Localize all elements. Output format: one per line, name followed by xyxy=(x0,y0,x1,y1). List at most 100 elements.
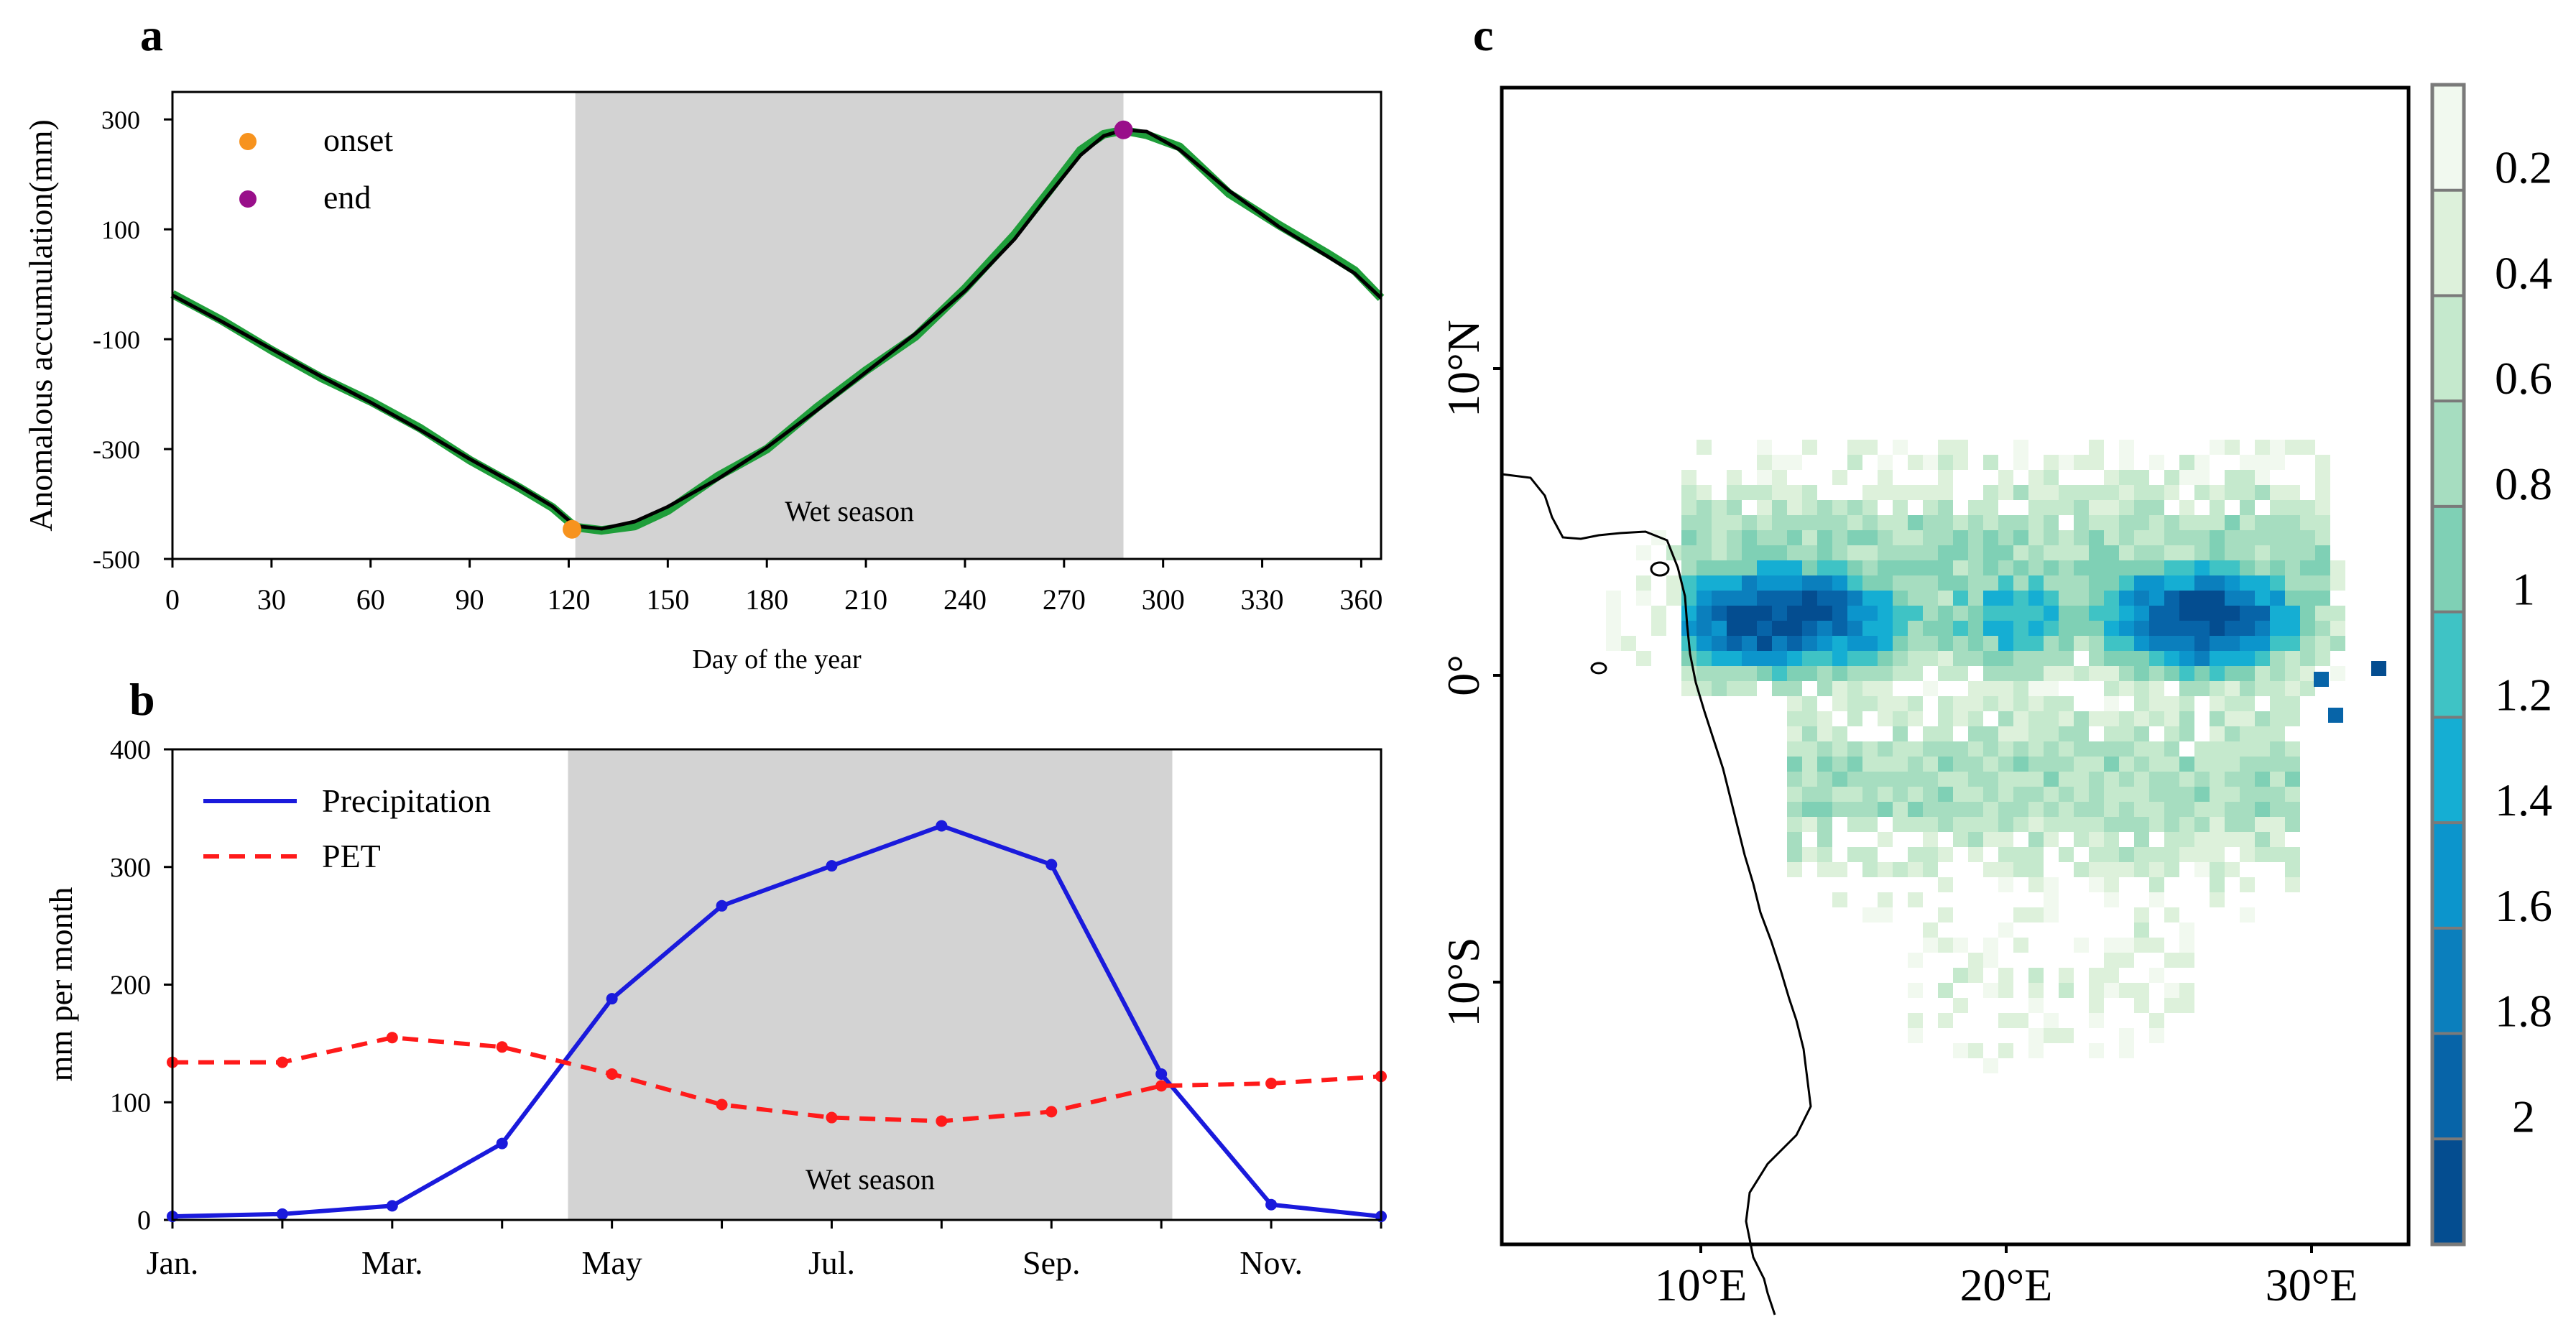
heatmap-cell xyxy=(2028,907,2044,922)
heatmap-cell xyxy=(1817,772,1832,787)
heatmap-cell xyxy=(2210,485,2225,500)
heatmap-cell xyxy=(1772,651,1787,666)
heatmap-cell xyxy=(1772,470,1787,485)
data-point-precipitation xyxy=(936,820,948,832)
heatmap-cell xyxy=(1953,606,1968,621)
heatmap-cell xyxy=(2044,877,2059,892)
heatmap-cell xyxy=(2270,515,2285,530)
heatmap-cell xyxy=(1696,575,1712,591)
heatmap-cell xyxy=(2028,772,2044,787)
heatmap-cell xyxy=(1651,606,1666,621)
heatmap-cell xyxy=(2089,832,2104,847)
heatmap-cell xyxy=(1923,938,1938,953)
heatmap-cell xyxy=(2104,591,2119,606)
data-point-pet xyxy=(716,1099,728,1111)
heatmap-cell xyxy=(1968,515,1983,530)
heatmap-cell xyxy=(2330,636,2345,651)
heatmap-cell xyxy=(2104,485,2119,500)
heatmap-cell xyxy=(1893,787,1908,802)
heatmap-cell xyxy=(1893,741,1908,757)
heatmap-cell xyxy=(2028,696,2044,711)
heatmap-cell xyxy=(1787,802,1802,817)
heatmap-cell xyxy=(1923,922,1938,938)
heatmap-cell xyxy=(1832,606,1847,621)
heatmap-cell xyxy=(1908,862,1923,877)
heatmap-cell xyxy=(2059,741,2074,757)
heatmap-cell xyxy=(1606,636,1621,651)
heatmap-cell xyxy=(2270,651,2285,666)
heatmap-cell xyxy=(2210,832,2225,847)
heatmap-cell xyxy=(2104,500,2119,515)
heatmap-cell xyxy=(1742,666,1757,681)
heatmap-cell xyxy=(2013,757,2028,772)
heatmap-cell xyxy=(2044,726,2059,741)
heatmap-cell xyxy=(1862,787,1878,802)
y-tick-label-a: -100 xyxy=(93,325,140,354)
heatmap-cell xyxy=(1878,575,1893,591)
colorbar-tick-label: 0.8 xyxy=(2495,458,2552,509)
heatmap-cell xyxy=(1696,666,1712,681)
heatmap-cell xyxy=(2104,606,2119,621)
heatmap-cell xyxy=(1878,621,1893,636)
heatmap-cell xyxy=(1953,591,1968,606)
series-line-pet xyxy=(172,1035,1382,1124)
heatmap-cell xyxy=(2225,741,2240,757)
heatmap-cell xyxy=(1923,560,1938,575)
heatmap-cell xyxy=(2270,606,2285,621)
heatmap-cell xyxy=(2134,681,2149,696)
heatmap-cell xyxy=(1953,560,1968,575)
colorbar-band xyxy=(2432,401,2464,507)
heatmap-cell xyxy=(2240,787,2255,802)
heatmap-cell xyxy=(1772,666,1787,681)
heatmap-cell xyxy=(2028,651,2044,666)
heatmap-cell xyxy=(1998,651,2013,666)
heatmap-cell xyxy=(1983,575,1998,591)
heatmap-cell xyxy=(2104,877,2119,892)
heatmap-cell xyxy=(2255,621,2270,636)
heatmap-cell xyxy=(2013,575,2028,591)
heatmap-cell xyxy=(2044,787,2059,802)
heatmap-cell xyxy=(1908,953,1923,968)
heatmap-cell xyxy=(2164,817,2179,832)
heatmap-cell xyxy=(2210,651,2225,666)
heatmap-cell xyxy=(2210,757,2225,772)
heatmap-cell xyxy=(2179,545,2194,560)
heatmap-cell xyxy=(2255,651,2270,666)
heatmap-cell xyxy=(2210,711,2225,726)
heatmap-cell xyxy=(1772,606,1787,621)
heatmap-cell xyxy=(2179,606,2194,621)
heatmap-cell xyxy=(2134,515,2149,530)
heatmap-cell xyxy=(2300,636,2315,651)
heatmap-cell xyxy=(1727,575,1742,591)
heatmap-cell xyxy=(1998,802,2013,817)
y-tick-label-b: 300 xyxy=(110,853,151,883)
heatmap-cell xyxy=(1953,440,1968,455)
heatmap-cell xyxy=(1832,545,1847,560)
heatmap-cell xyxy=(1757,591,1772,606)
heatmap-cell xyxy=(2194,847,2210,862)
heatmap-cell xyxy=(1893,545,1908,560)
heatmap-cell xyxy=(2164,606,2179,621)
heatmap-cell xyxy=(2044,741,2059,757)
heatmap-cell xyxy=(1742,575,1757,591)
heatmap-cell xyxy=(1757,470,1772,485)
heatmap-cell xyxy=(1606,606,1621,621)
heatmap-cell xyxy=(2149,757,2164,772)
heatmap-cell xyxy=(1893,440,1908,455)
heatmap-cell xyxy=(2134,862,2149,877)
heatmap-cell xyxy=(1938,938,1953,953)
heatmap-cell xyxy=(2315,500,2330,515)
heatmap-cell xyxy=(2315,560,2330,575)
heatmap-cell xyxy=(2149,772,2164,787)
heatmap-cell xyxy=(2119,455,2134,470)
heatmap-cell xyxy=(1712,530,1727,545)
heatmap-cell xyxy=(2225,636,2240,651)
heatmap-cell xyxy=(1636,591,1651,606)
y-tick-label-b: 200 xyxy=(110,971,151,1001)
heatmap-cell xyxy=(1923,757,1938,772)
heatmap-cell xyxy=(2028,485,2044,500)
heatmap-cell xyxy=(1787,862,1802,877)
heatmap-cell xyxy=(2300,681,2315,696)
heatmap-cell xyxy=(1847,545,1862,560)
heatmap-cell xyxy=(2119,470,2134,485)
